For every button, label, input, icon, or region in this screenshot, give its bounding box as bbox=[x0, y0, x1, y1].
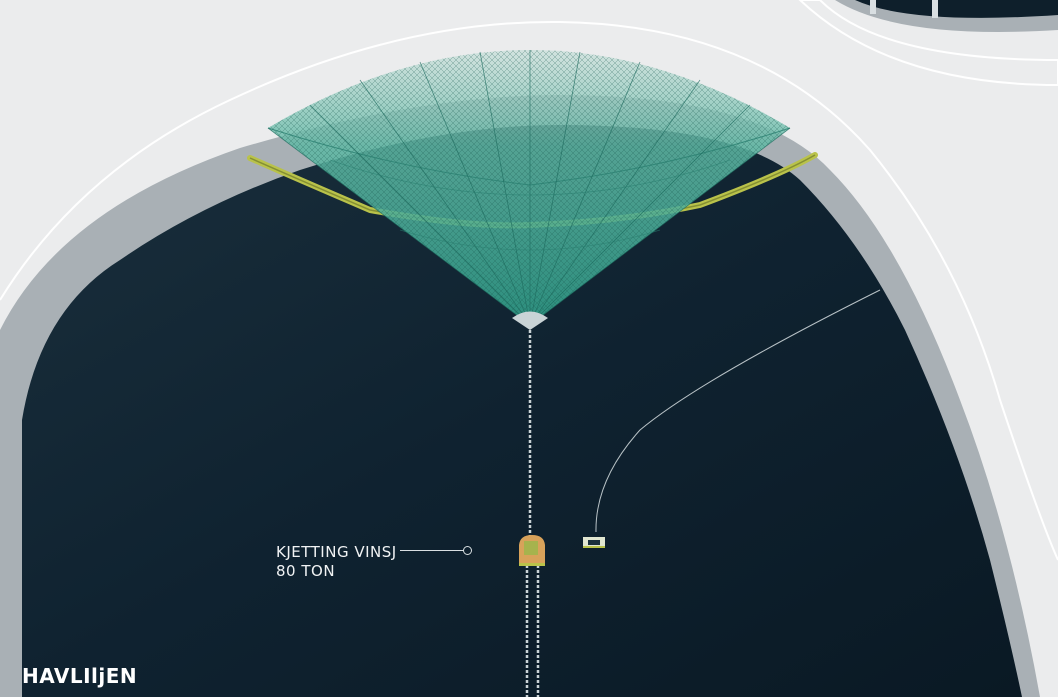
cage-outline bbox=[0, 20, 1058, 561]
corner-structure bbox=[798, 0, 1058, 87]
mooring-chain bbox=[525, 330, 540, 697]
winch-label: KJETTING VINSJ 80 TON bbox=[276, 543, 397, 581]
water-body bbox=[22, 125, 1022, 697]
winch-callout-dot bbox=[463, 546, 472, 555]
winch-callout-line bbox=[400, 550, 464, 551]
chain-winch bbox=[519, 535, 545, 566]
brand-logo: HAVLIljEN bbox=[22, 664, 138, 688]
rov-cable bbox=[595, 289, 881, 533]
conical-net bbox=[267, 50, 791, 330]
winch-label-line2: 80 TON bbox=[276, 562, 336, 580]
winch-label-line1: KJETTING VINSJ bbox=[276, 543, 397, 561]
rov-vehicle bbox=[583, 537, 605, 548]
